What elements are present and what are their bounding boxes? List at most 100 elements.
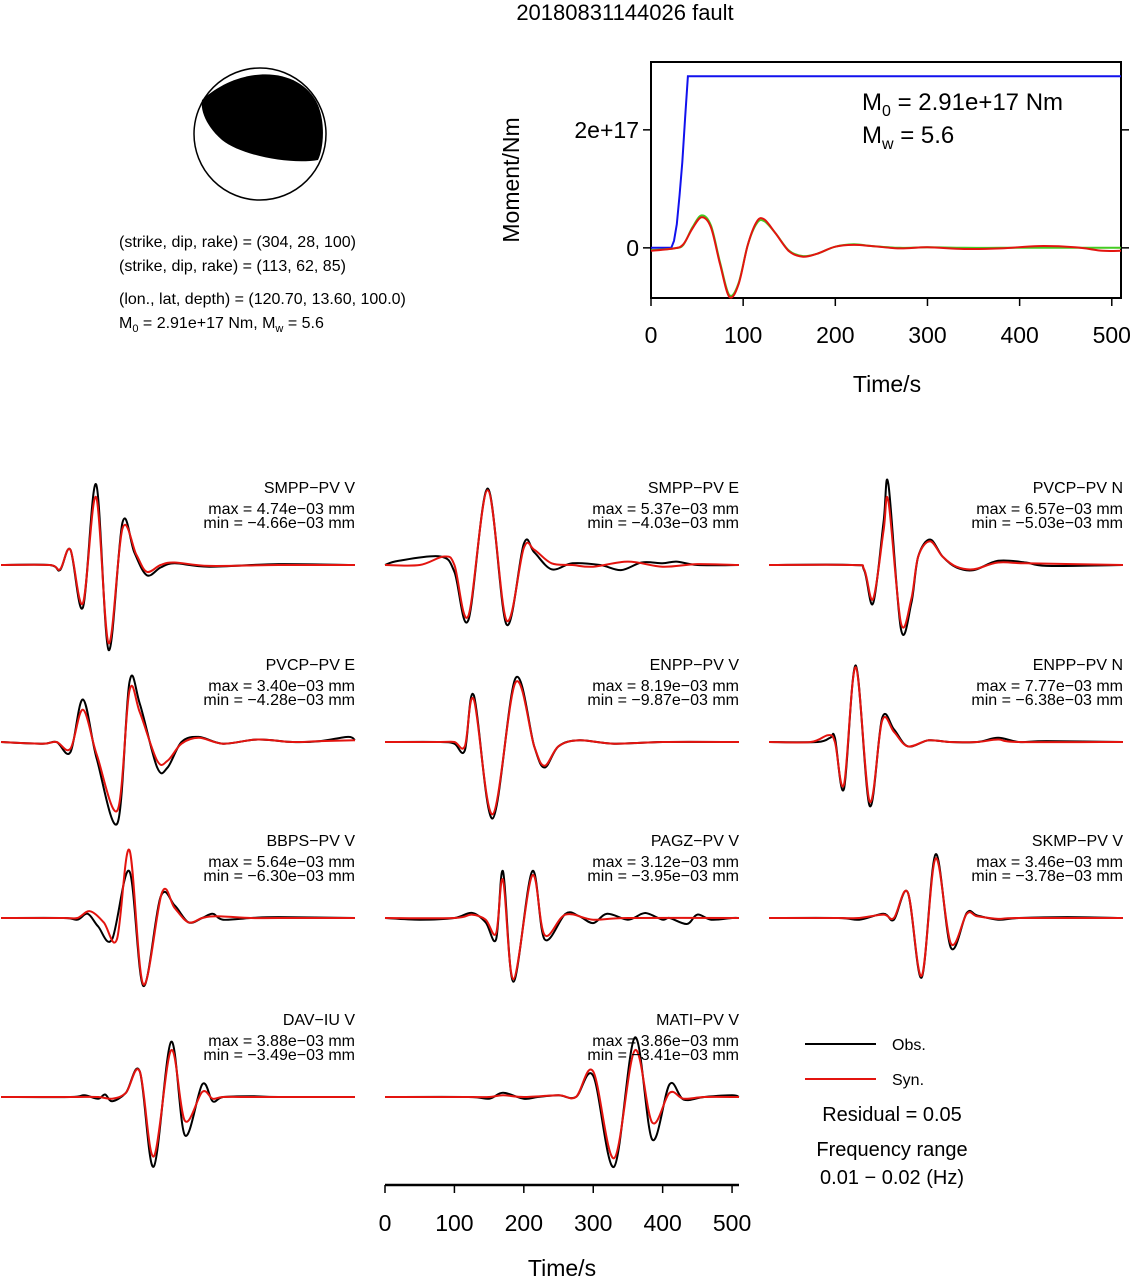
synthetic-waveform bbox=[384, 874, 740, 981]
station-max-amplitude: max = 3.88e−03 mm bbox=[208, 1033, 355, 1050]
moment-plot-frame bbox=[650, 61, 1122, 299]
station-max-amplitude: max = 3.46e−03 mm bbox=[976, 854, 1123, 871]
moment-x-tick-label: 300 bbox=[908, 322, 946, 348]
synthetic-waveform bbox=[384, 680, 740, 816]
synthetic-waveform bbox=[384, 489, 740, 622]
station-label: ENPP−PV V bbox=[650, 657, 740, 674]
station-min-amplitude: min = −6.30e−03 mm bbox=[203, 868, 355, 885]
moment-y-label: Moment/Nm bbox=[498, 117, 524, 242]
synthetic-waveform bbox=[768, 666, 1124, 803]
station-max-amplitude: max = 6.57e−03 mm bbox=[976, 501, 1123, 518]
moment-x-tick-label: 200 bbox=[816, 322, 854, 348]
station-min-amplitude: min = −9.87e−03 mm bbox=[587, 692, 739, 709]
station-label: BBPS−PV V bbox=[267, 833, 356, 850]
waveform-x-label: Time/s bbox=[528, 1255, 596, 1281]
moment-series-line bbox=[650, 214, 1121, 297]
beachball-compressional-quadrant bbox=[201, 74, 323, 162]
station-min-amplitude: min = −3.95e−03 mm bbox=[587, 868, 739, 885]
station-max-amplitude: max = 3.86e−03 mm bbox=[592, 1033, 739, 1050]
synthetic-waveform bbox=[769, 857, 1124, 977]
station-min-amplitude: min = −4.03e−03 mm bbox=[587, 515, 739, 532]
station-min-amplitude: min = −3.78e−03 mm bbox=[971, 868, 1123, 885]
moment-y-axis: 0 2e+17 bbox=[574, 117, 1129, 261]
station-label: DAV−IU V bbox=[283, 1012, 356, 1029]
moment-series-line bbox=[650, 216, 1122, 299]
synthetic-waveform bbox=[0, 495, 356, 645]
station-label: SMPP−PV E bbox=[648, 480, 739, 497]
synthetic-waveform bbox=[0, 684, 356, 813]
moment-y-tick-label: 2e+17 bbox=[574, 117, 639, 143]
station-min-amplitude: min = −3.41e−03 mm bbox=[587, 1047, 739, 1064]
station-max-amplitude: max = 4.74e−03 mm bbox=[208, 501, 355, 518]
waveform-x-tick-label: 400 bbox=[643, 1210, 681, 1236]
waveform-time-axis: Time/s 0 100 200 300 400 500 bbox=[379, 1183, 751, 1281]
moment-x-tick-label: 0 bbox=[645, 322, 658, 348]
station-max-amplitude: max = 5.37e−03 mm bbox=[592, 501, 739, 518]
station-label: SMPP−PV V bbox=[264, 480, 355, 497]
station-label: ENPP−PV N bbox=[1033, 657, 1123, 674]
waveform-x-tick-label: 0 bbox=[379, 1210, 392, 1236]
station-min-amplitude: min = −6.38e−03 mm bbox=[971, 692, 1123, 709]
station-label: MATI−PV V bbox=[656, 1012, 739, 1029]
moment-series bbox=[650, 75, 1122, 299]
nodal-plane-2: (strike, dip, rake) = (113, 62, 85) bbox=[119, 258, 346, 275]
station-min-amplitude: min = −3.49e−03 mm bbox=[203, 1047, 355, 1064]
stf-m0-label: M0 = 2.91e+17 Nm bbox=[862, 89, 1063, 120]
observed-waveform bbox=[384, 870, 740, 983]
legend-syn-label: Syn. bbox=[892, 1072, 924, 1089]
station-max-amplitude: max = 3.12e−03 mm bbox=[592, 854, 739, 871]
station-label: PVCP−PV N bbox=[1033, 480, 1123, 497]
moment-y-tick-label: 0 bbox=[626, 235, 639, 261]
waveform-x-tick-label: 200 bbox=[505, 1210, 543, 1236]
station-label: SKMP−PV V bbox=[1032, 833, 1123, 850]
frequency-range-title: Frequency range bbox=[816, 1139, 967, 1161]
event-location: (lon., lat, depth) = (120.70, 13.60, 100… bbox=[119, 291, 406, 308]
synthetic-waveform bbox=[385, 1049, 740, 1160]
station-min-amplitude: min = −4.66e−03 mm bbox=[203, 515, 355, 532]
synthetic-waveform bbox=[768, 496, 1124, 629]
frequency-range-value: 0.01 − 0.02 (Hz) bbox=[820, 1167, 964, 1189]
station-min-amplitude: min = −4.28e−03 mm bbox=[203, 692, 355, 709]
waveform-x-tick-label: 100 bbox=[435, 1210, 473, 1236]
waveform-x-tick-label: 300 bbox=[574, 1210, 612, 1236]
station-max-amplitude: max = 8.19e−03 mm bbox=[592, 678, 739, 695]
moment-x-label: Time/s bbox=[853, 371, 921, 397]
moment-x-axis: 0 100 200 300 400 500 bbox=[645, 298, 1131, 348]
moment-rate-chart: 0 100 200 300 400 500 0 2e+17 Time/s Moment/Nm… bbox=[498, 61, 1131, 397]
stf-mw-label: Mw = 5.6 bbox=[862, 122, 954, 153]
focal-mechanism-beachball bbox=[193, 67, 327, 201]
waveform-x-tick-label: 500 bbox=[713, 1210, 751, 1236]
station-max-amplitude: max = 5.64e−03 mm bbox=[208, 854, 355, 871]
moment-x-tick-label: 100 bbox=[724, 322, 762, 348]
event-info: (strike, dip, rake) = (304, 28, 100) (st… bbox=[119, 234, 406, 335]
observed-waveform bbox=[768, 664, 1124, 808]
moment-x-tick-label: 500 bbox=[1093, 322, 1131, 348]
observed-waveform bbox=[384, 487, 740, 626]
station-label: PAGZ−PV V bbox=[651, 833, 740, 850]
moment-x-tick-label: 400 bbox=[1000, 322, 1038, 348]
figure-title: 20180831144026 fault bbox=[516, 0, 733, 25]
event-moment-line: M0 = 2.91e+17 Nm, Mw = 5.6 bbox=[119, 315, 324, 335]
legend-obs-label: Obs. bbox=[892, 1037, 926, 1054]
waveform-legend: Obs. Syn. Residual = 0.05 Frequency rang… bbox=[805, 1037, 968, 1189]
observed-waveform bbox=[0, 870, 356, 988]
station-min-amplitude: min = −5.03e−03 mm bbox=[971, 515, 1123, 532]
synthetic-waveform bbox=[1, 1049, 355, 1158]
station-max-amplitude: max = 3.40e−03 mm bbox=[208, 678, 355, 695]
nodal-plane-1: (strike, dip, rake) = (304, 28, 100) bbox=[119, 234, 356, 251]
moment-series-line bbox=[651, 75, 1121, 249]
residual-label: Residual = 0.05 bbox=[822, 1104, 962, 1126]
